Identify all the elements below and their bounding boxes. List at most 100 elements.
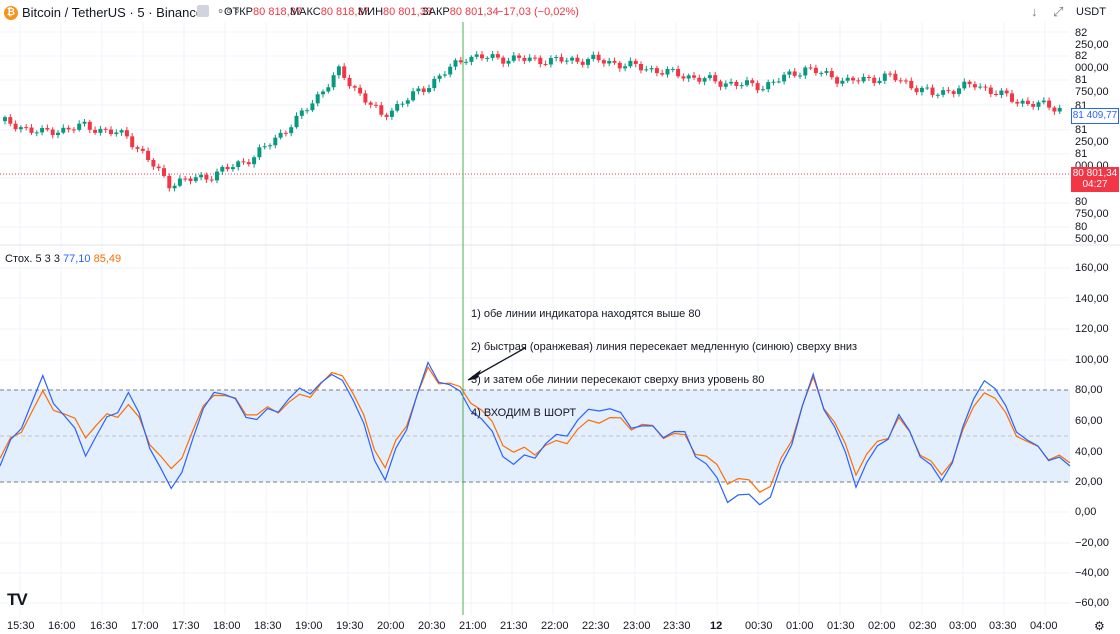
candle-body bbox=[649, 68, 654, 70]
price-label: 80 500,00 bbox=[1075, 221, 1109, 245]
candle-body bbox=[98, 128, 103, 133]
candle-body bbox=[792, 71, 797, 76]
time-label: 19:00 bbox=[295, 620, 323, 632]
candle-body bbox=[548, 57, 553, 65]
candle-body bbox=[1025, 100, 1030, 104]
expand-icon[interactable]: ⤢ bbox=[1053, 4, 1064, 19]
candle-body bbox=[177, 178, 182, 186]
candle-body bbox=[3, 117, 7, 122]
price-label: 82 250,00 bbox=[1075, 27, 1109, 51]
candle-body bbox=[8, 117, 13, 124]
candle-body bbox=[140, 148, 145, 151]
price-label: 82 000,00 bbox=[1075, 50, 1109, 74]
candle-body bbox=[612, 60, 617, 63]
indicator-axis-label: 160,00 bbox=[1075, 262, 1109, 274]
candle-body bbox=[813, 67, 818, 74]
currency-label[interactable]: USDT bbox=[1076, 6, 1106, 18]
indicator-axis-label: −40,00 bbox=[1075, 567, 1109, 579]
candle-body bbox=[570, 57, 575, 61]
candle-body bbox=[978, 86, 983, 88]
candle-body bbox=[167, 175, 172, 189]
candle-body bbox=[321, 91, 325, 95]
candle-body bbox=[898, 80, 903, 82]
candle-body bbox=[1010, 93, 1014, 102]
candle-body bbox=[829, 71, 834, 78]
candle-body bbox=[358, 87, 363, 94]
candle-body bbox=[713, 75, 718, 82]
candle-body bbox=[750, 80, 755, 84]
candle-body bbox=[188, 178, 193, 182]
candle-body bbox=[972, 84, 977, 88]
candle-body bbox=[18, 127, 23, 130]
time-label: 17:00 bbox=[131, 620, 159, 632]
candle-body bbox=[930, 87, 935, 95]
candle-body bbox=[511, 55, 516, 61]
candle-body bbox=[294, 115, 299, 128]
settings-icon[interactable]: ⚙ bbox=[1094, 619, 1105, 633]
time-label: 03:00 bbox=[949, 620, 977, 632]
candle-body bbox=[34, 132, 39, 134]
candle-body bbox=[517, 55, 522, 58]
stoch-k-line bbox=[0, 361, 1071, 506]
candle-body bbox=[654, 68, 659, 74]
candle-body bbox=[389, 110, 394, 117]
ohlc-low: МИН80 801,33 bbox=[358, 6, 432, 18]
candle-body bbox=[586, 58, 590, 65]
eye-icon[interactable]: ⚬⚬⚬ bbox=[216, 6, 242, 18]
candle-body bbox=[400, 103, 405, 105]
candle-body bbox=[686, 75, 691, 79]
time-label: 22:00 bbox=[541, 620, 569, 632]
countdown-timer: 04:27 bbox=[1082, 179, 1108, 190]
candle-body bbox=[448, 66, 453, 75]
annotation-text[interactable]: 1) обе линии индикатора находятся выше 8… bbox=[471, 287, 857, 430]
candle-body bbox=[1057, 107, 1062, 112]
candle-body bbox=[771, 81, 776, 83]
candle-body bbox=[103, 128, 108, 130]
time-label: 02:30 bbox=[909, 620, 937, 632]
candle-body bbox=[379, 105, 384, 115]
indicator-legend[interactable]: Стох. 5 3 3 77,10 85,49 bbox=[5, 253, 121, 265]
candle-body bbox=[114, 132, 119, 135]
candle-body bbox=[866, 76, 871, 78]
candle-body bbox=[957, 88, 961, 94]
symbol-title[interactable]: Bitcoin / TetherUS · 5 · Binance bbox=[22, 5, 204, 20]
candle-body bbox=[71, 129, 76, 131]
candle-body bbox=[469, 56, 474, 62]
candle-body bbox=[877, 80, 882, 84]
candle-body bbox=[639, 63, 643, 71]
candle-body bbox=[156, 166, 161, 169]
open-label: ОТКР bbox=[224, 6, 254, 18]
candle-body bbox=[962, 81, 967, 89]
candle-body bbox=[246, 162, 251, 165]
candle-body bbox=[808, 67, 813, 69]
candle-body bbox=[93, 129, 98, 133]
candle-body bbox=[262, 146, 267, 148]
time-label: 20:30 bbox=[418, 620, 446, 632]
time-label: 23:00 bbox=[623, 620, 651, 632]
candle-body bbox=[559, 57, 564, 62]
candle-body bbox=[82, 121, 87, 124]
candle-body bbox=[56, 132, 60, 136]
candle-body bbox=[941, 90, 946, 95]
time-label: 17:30 bbox=[172, 620, 200, 632]
candle-body bbox=[225, 166, 230, 170]
candle-body bbox=[723, 83, 728, 87]
candle-body bbox=[580, 61, 585, 65]
candle-body bbox=[925, 87, 930, 89]
tradingview-logo-icon[interactable]: TV bbox=[7, 590, 28, 609]
candle-body bbox=[935, 94, 940, 96]
candle-body bbox=[697, 77, 702, 82]
time-label: 03:30 bbox=[989, 620, 1017, 632]
candle-body bbox=[1004, 90, 1009, 94]
candle-body bbox=[13, 123, 18, 130]
candle-body bbox=[681, 76, 686, 79]
close-label: ЗАКР bbox=[422, 6, 450, 18]
candle-body bbox=[124, 130, 129, 137]
time-label: 21:00 bbox=[459, 620, 487, 632]
candle-body bbox=[988, 87, 993, 94]
arrow-down-icon[interactable]: ↓ bbox=[1031, 4, 1038, 19]
candle-body bbox=[522, 57, 527, 61]
candle-body bbox=[87, 121, 92, 130]
annotation-line: 4) ВХОДИМ В ШОРТ bbox=[471, 407, 577, 419]
